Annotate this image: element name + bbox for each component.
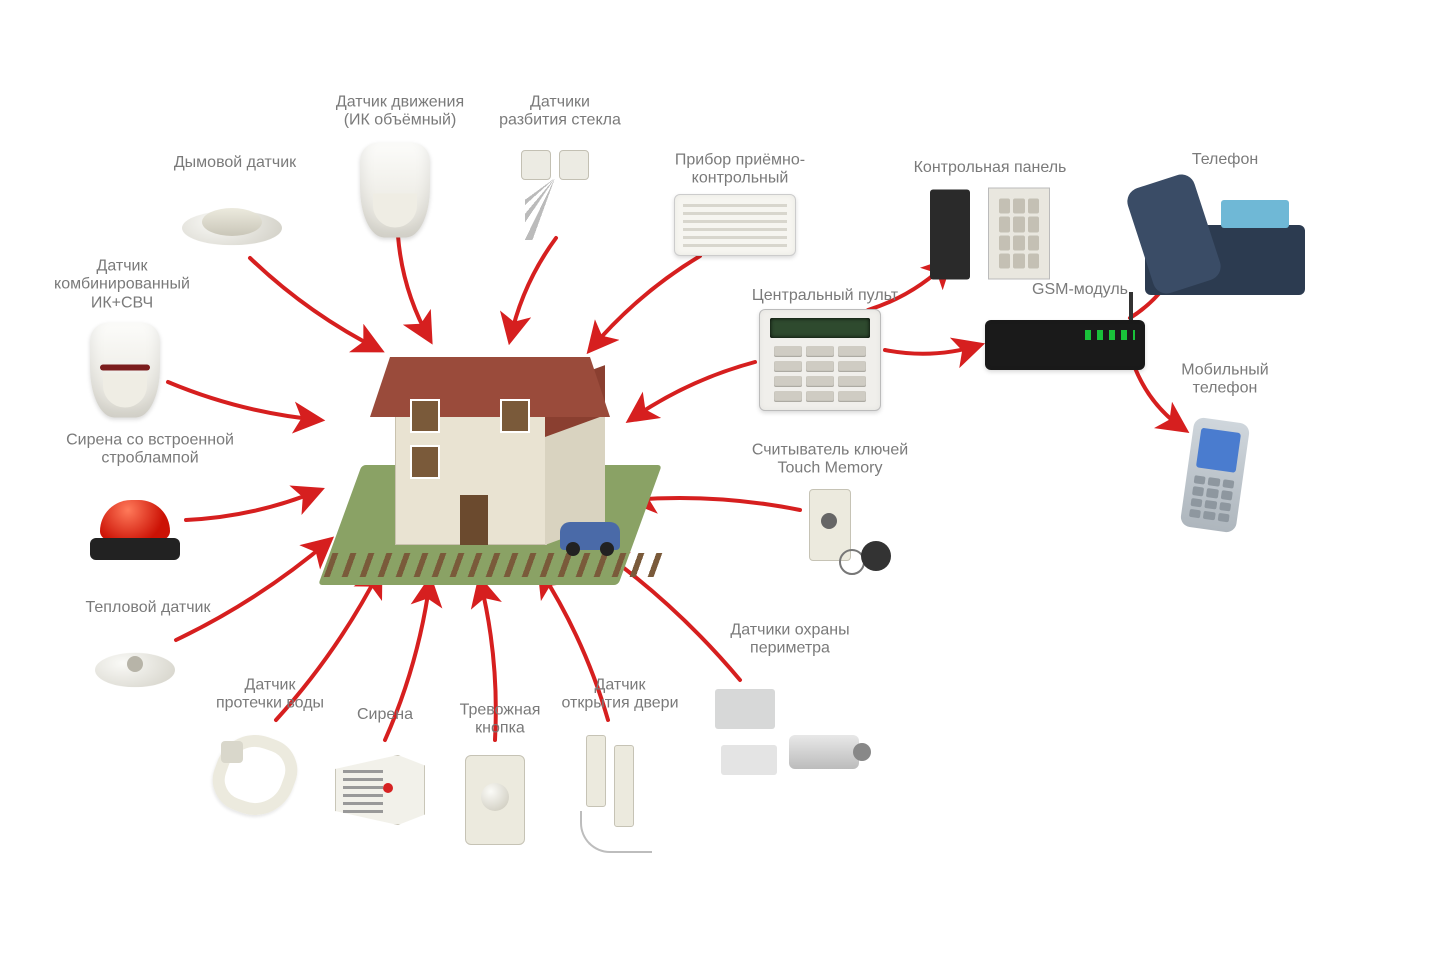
label-combo: Датчик комбинированный ИК+СВЧ: [54, 257, 190, 312]
device-siren: [335, 755, 425, 825]
label-central: Центральный пульт: [752, 287, 898, 305]
device-leak: [215, 735, 295, 815]
label-strobe: Сирена со встроенной строблампой: [66, 432, 234, 469]
house-illustration: [310, 305, 650, 605]
device-central: [759, 309, 881, 411]
device-ctrl: [674, 194, 796, 256]
device-perimeter: [715, 685, 865, 775]
label-smoke: Дымовой датчик: [174, 154, 296, 172]
label-phone: Телефон: [1192, 151, 1258, 169]
label-mobile: Мобильный телефон: [1181, 362, 1268, 399]
label-leak: Датчик протечки воды: [216, 677, 324, 714]
device-wallpad: [930, 188, 1050, 283]
device-heat: [95, 640, 175, 700]
device-smoke: [182, 198, 282, 258]
label-glass: Датчики разбития стекла: [499, 94, 621, 131]
label-heat: Тепловой датчик: [86, 599, 211, 617]
label-perimeter: Датчики охраны периметра: [730, 622, 849, 659]
label-door: Датчик открытия двери: [561, 677, 678, 714]
device-gsm: [985, 320, 1145, 370]
label-gsm: GSM-модуль: [1032, 281, 1128, 299]
device-panic: [465, 755, 525, 845]
device-strobe: [90, 500, 180, 560]
label-ctrl: Прибор приёмно- контрольный: [675, 152, 805, 189]
device-mobile: [1187, 420, 1243, 530]
label-panic: Тревожная кнопка: [460, 702, 541, 739]
device-pir: [360, 143, 430, 238]
device-combo: [90, 323, 160, 418]
label-pir: Датчик движения (ИК объёмный): [336, 94, 464, 131]
device-door: [580, 735, 650, 845]
device-phone: [1145, 185, 1305, 295]
label-siren: Сирена: [357, 706, 413, 724]
device-glass: [515, 150, 595, 240]
device-touchmem: [805, 485, 895, 575]
label-touchmem: Считыватель ключей Touch Memory: [752, 442, 908, 479]
label-wallpad: Контрольная панель: [914, 159, 1067, 177]
